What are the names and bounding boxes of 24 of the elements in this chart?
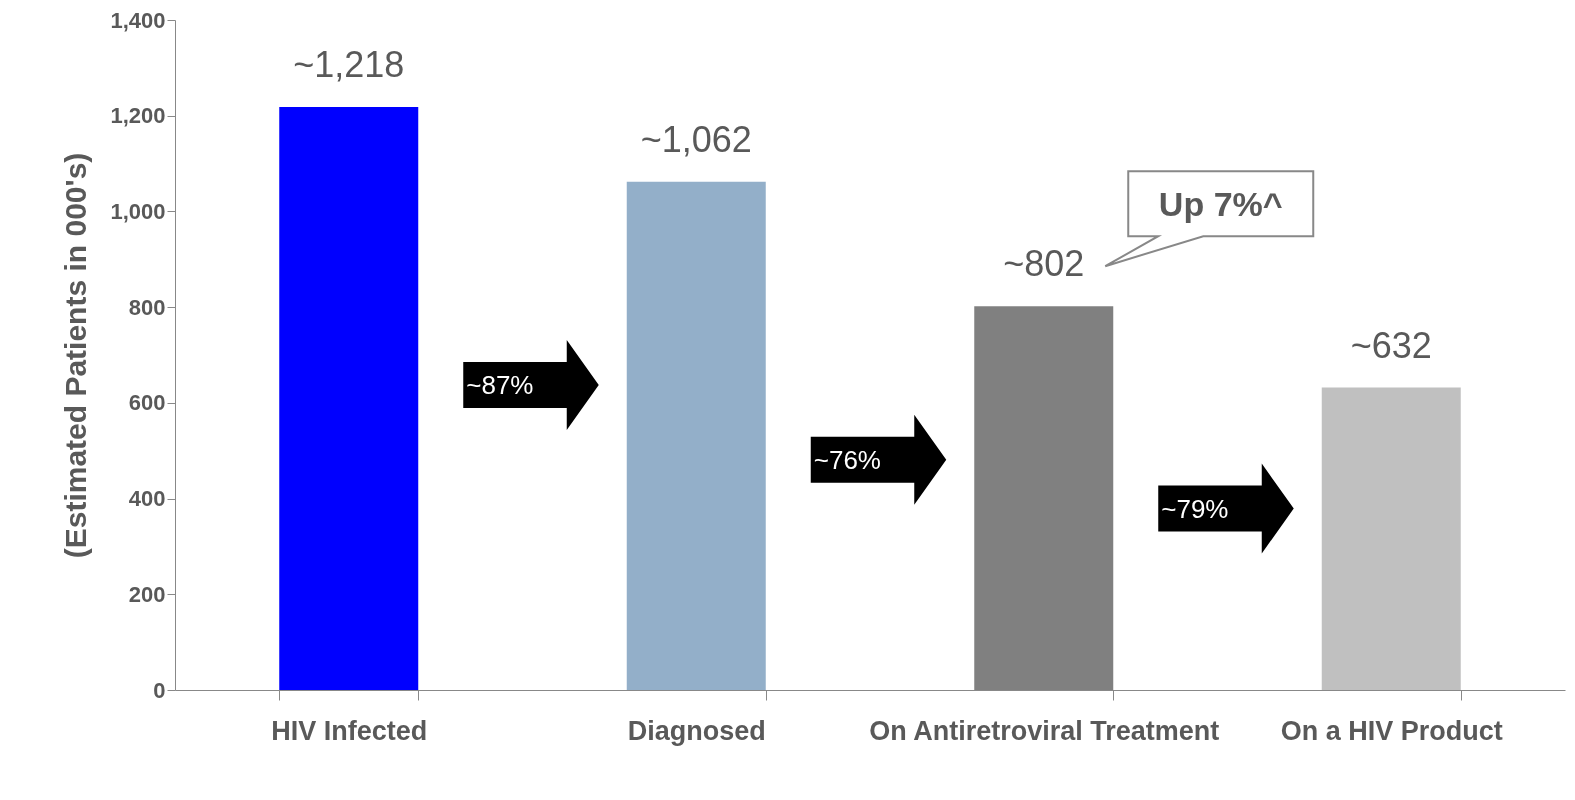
y-tick-label: 1,400 bbox=[110, 7, 166, 33]
data-label: ~802 bbox=[1003, 243, 1085, 285]
y-tick-label: 200 bbox=[128, 581, 166, 607]
y-tick-label: 1,000 bbox=[110, 198, 166, 224]
annotation: Up 7%^ bbox=[1158, 185, 1283, 224]
data-label: ~1,218 bbox=[293, 44, 405, 86]
bar bbox=[279, 107, 419, 690]
annotation: ~87% bbox=[466, 370, 534, 401]
y-tick-label: 400 bbox=[128, 486, 166, 512]
x-tick-label: On Antiretroviral Treatment bbox=[869, 715, 1220, 746]
bar bbox=[1321, 387, 1461, 690]
y-tick-label: 800 bbox=[128, 294, 166, 320]
data-label: ~632 bbox=[1350, 324, 1432, 366]
y-tick-label: 600 bbox=[128, 390, 166, 416]
annotation: ~76% bbox=[813, 444, 881, 475]
y-axis-title: (Estimated Patients in 000's) bbox=[59, 152, 93, 559]
bar bbox=[626, 181, 766, 690]
x-tick-label: Diagnosed bbox=[627, 715, 766, 746]
y-tick-label: 0 bbox=[153, 677, 166, 703]
annotation: ~79% bbox=[1161, 493, 1229, 524]
x-tick-label: On a HIV Product bbox=[1280, 715, 1503, 746]
data-label: ~1,062 bbox=[640, 118, 752, 160]
x-tick-label: HIV Infected bbox=[271, 715, 428, 746]
y-tick-label: 1,200 bbox=[110, 103, 166, 129]
